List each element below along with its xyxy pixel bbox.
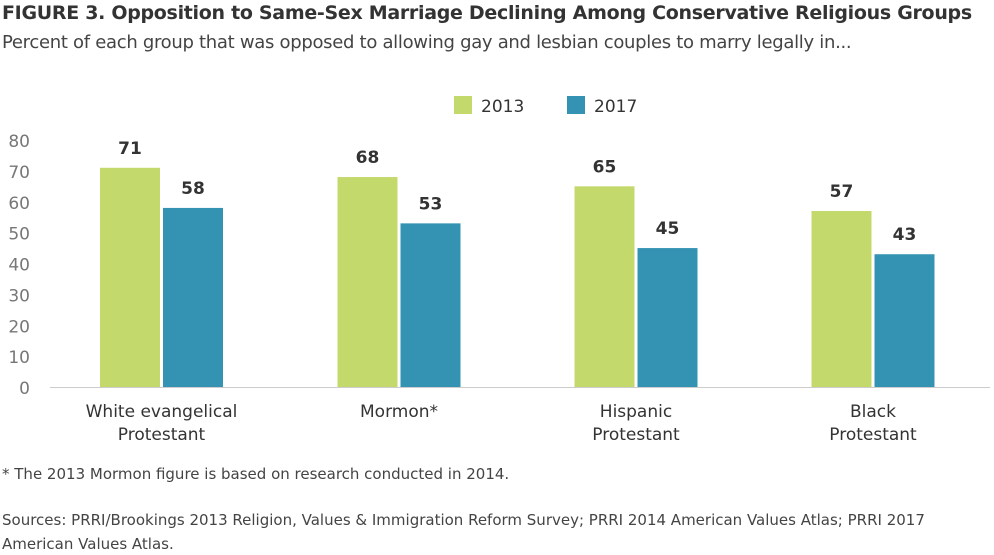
bar-2013-1 <box>337 177 398 387</box>
footnote: * The 2013 Mormon figure is based on res… <box>2 465 510 483</box>
legend-label: 2017 <box>594 97 637 117</box>
x-category-label: Protestant <box>118 425 206 445</box>
y-tick-label: 80 <box>8 132 30 152</box>
x-category-label: Protestant <box>592 425 680 445</box>
source-note: Sources: PRRI/Brookings 2013 Religion, V… <box>2 511 925 553</box>
legend-swatch-2017 <box>567 96 585 114</box>
data-label: 43 <box>893 225 917 245</box>
data-label: 65 <box>593 157 617 177</box>
y-tick-label: 70 <box>8 163 30 183</box>
x-category-label: White evangelical <box>86 402 238 422</box>
data-label: 53 <box>419 194 443 214</box>
y-tick-label: 30 <box>8 286 30 306</box>
x-category-label: Mormon* <box>360 402 438 422</box>
data-label: 68 <box>356 148 380 168</box>
x-category-label: Black <box>850 402 896 422</box>
x-category-label: Hispanic <box>600 402 672 422</box>
bar-2017-2 <box>637 248 698 387</box>
y-tick-label: 50 <box>8 225 30 245</box>
y-tick-label: 40 <box>8 256 30 276</box>
data-label: 58 <box>181 179 205 199</box>
bar-2017-3 <box>874 254 935 387</box>
data-label: 57 <box>830 182 854 202</box>
data-label: 71 <box>118 139 142 159</box>
bar-2013-2 <box>574 186 635 387</box>
y-tick-label: 10 <box>8 348 30 368</box>
bar-2013-0 <box>100 167 160 387</box>
bar-2017-0 <box>163 207 223 387</box>
data-label: 45 <box>656 219 680 239</box>
x-category-label: Protestant <box>829 425 917 445</box>
chart-subtitle: Percent of each group that was opposed t… <box>2 32 852 53</box>
chart-title: FIGURE 3. Opposition to Same-Sex Marriag… <box>2 2 972 24</box>
y-tick-label: 0 <box>19 379 30 399</box>
legend-swatch-2013 <box>454 96 472 114</box>
y-tick-label: 60 <box>8 194 30 214</box>
legend-label: 2013 <box>481 97 524 117</box>
bar-2017-1 <box>400 223 461 387</box>
bar-2013-3 <box>811 211 872 387</box>
y-tick-label: 20 <box>8 317 30 337</box>
